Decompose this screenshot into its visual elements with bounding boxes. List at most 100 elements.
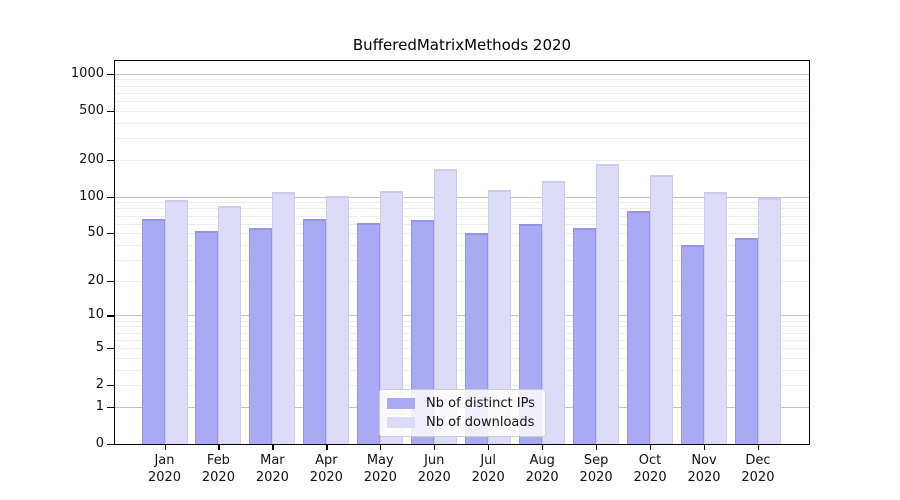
bar-downloads-aug: [542, 180, 566, 444]
x-axis-tick-label: Mar 2020: [255, 453, 289, 485]
bar-downloads-nov: [704, 191, 727, 444]
y-gridline: [115, 197, 809, 198]
x-axis-tick-label: Feb 2020: [201, 453, 235, 485]
y-axis-tick-label: 100: [79, 188, 104, 204]
x-axis-tick-mark: [326, 445, 328, 450]
bar-distinct-ips-aug: [519, 223, 543, 444]
y-axis-tick-mark: [107, 159, 114, 161]
y-axis-tick-label: 10: [87, 307, 104, 323]
bar-distinct-ips-may: [357, 222, 381, 444]
y-axis-tick-mark: [107, 110, 114, 113]
x-axis-tick-label: Dec 2020: [741, 453, 775, 485]
y-gridline: [115, 160, 809, 161]
legend: Nb of distinct IPs Nb of downloads: [379, 389, 546, 437]
bar-distinct-ips-feb: [195, 231, 219, 444]
bar-distinct-ips-jan: [141, 219, 165, 444]
x-axis-tick-mark: [272, 445, 274, 450]
bar-downloads-mar: [272, 192, 296, 444]
y-axis-tick-mark: [107, 233, 114, 235]
bar-downloads-apr: [326, 196, 350, 444]
x-axis-tick-mark: [218, 445, 220, 450]
y-axis-tick-mark: [107, 280, 114, 283]
bar-distinct-ips-nov: [681, 244, 704, 444]
x-axis-tick-label: Jun 2020: [417, 453, 451, 485]
x-axis-tick-mark: [434, 445, 436, 450]
y-gridline: [115, 245, 809, 246]
y-axis-tick-mark: [107, 315, 114, 317]
chart-title: BufferedMatrixMethods 2020: [352, 36, 572, 54]
legend-item-downloads: Nb of downloads: [387, 415, 538, 430]
x-axis-tick-label: May 2020: [363, 453, 397, 485]
y-gridline: [115, 340, 809, 341]
x-axis-tick-mark: [488, 445, 490, 450]
y-gridline: [115, 123, 809, 124]
legend-swatch-distinct-ips: [387, 398, 415, 409]
x-axis-tick-label: Jan 2020: [147, 453, 182, 485]
bar-downloads-oct: [650, 175, 674, 444]
x-axis-tick-mark: [380, 445, 382, 450]
y-axis-tick-mark: [107, 196, 114, 198]
x-axis-tick-mark: [164, 445, 166, 450]
y-axis-tick-label: 200: [79, 151, 104, 167]
y-gridline: [115, 86, 809, 87]
legend-label-downloads: Nb of downloads: [426, 415, 535, 430]
bar-downloads-jun: [434, 168, 458, 444]
y-axis-tick-label: 500: [79, 102, 104, 118]
y-axis-tick-mark: [107, 347, 114, 350]
y-gridline: [115, 348, 809, 349]
y-gridline: [115, 260, 809, 261]
y-gridline: [115, 224, 809, 225]
y-gridline: [115, 281, 809, 282]
y-gridline: [115, 385, 809, 386]
y-gridline: [115, 202, 809, 203]
y-axis-tick-label: 5: [95, 339, 104, 355]
x-axis-tick-label: Jul 2020: [471, 453, 505, 485]
y-gridline: [115, 321, 809, 322]
bar-distinct-ips-oct: [627, 210, 651, 444]
x-axis-tick-label: Sep 2020: [579, 453, 613, 485]
y-axis-tick-mark: [107, 73, 114, 75]
y-axis-tick-label: 0: [95, 436, 104, 451]
y-gridline: [115, 208, 809, 209]
y-gridline: [115, 138, 809, 139]
y-gridline: [115, 315, 809, 316]
bar-distinct-ips-dec: [734, 237, 758, 444]
y-gridline: [115, 333, 809, 334]
y-axis-tick-mark: [107, 444, 114, 446]
x-axis-tick-label: Aug 2020: [525, 453, 559, 485]
y-gridline: [115, 216, 809, 217]
legend-swatch-downloads: [387, 417, 415, 428]
y-gridline: [115, 93, 809, 94]
x-axis-tick-mark: [596, 445, 598, 450]
y-gridline: [115, 370, 809, 371]
y-gridline: [115, 358, 809, 359]
bar-downloads-sep: [596, 163, 620, 444]
y-axis-tick-mark: [107, 385, 114, 387]
legend-label-distinct-ips: Nb of distinct IPs: [426, 396, 535, 411]
bar-downloads-jul: [488, 189, 512, 444]
y-gridline: [115, 326, 809, 327]
x-axis-tick-label: Apr 2020: [309, 453, 343, 485]
bar-distinct-ips-mar: [249, 228, 273, 444]
y-axis-tick-label: 50: [87, 225, 104, 241]
x-axis-tick-label: Oct 2020: [633, 453, 667, 485]
bar-downloads-jan: [164, 199, 188, 444]
y-gridline: [115, 111, 809, 112]
y-axis-tick-label: 1000: [70, 65, 104, 81]
bar-distinct-ips-apr: [303, 219, 327, 444]
x-axis-tick-mark: [757, 445, 760, 450]
x-axis-tick-mark: [542, 445, 544, 450]
x-axis-tick-label: Nov 2020: [687, 453, 721, 485]
bar-downloads-feb: [218, 205, 242, 444]
x-axis-tick-mark: [704, 445, 706, 450]
bar-distinct-ips-sep: [573, 228, 597, 444]
y-axis-tick-label: 2: [95, 377, 104, 393]
y-axis-tick-label: 20: [87, 272, 104, 288]
y-axis-tick-mark: [107, 406, 114, 409]
x-axis-tick-mark: [650, 445, 652, 450]
bar-distinct-ips-jun: [411, 220, 435, 444]
y-axis-tick-label: 1: [95, 398, 104, 414]
y-gridline: [115, 79, 809, 80]
